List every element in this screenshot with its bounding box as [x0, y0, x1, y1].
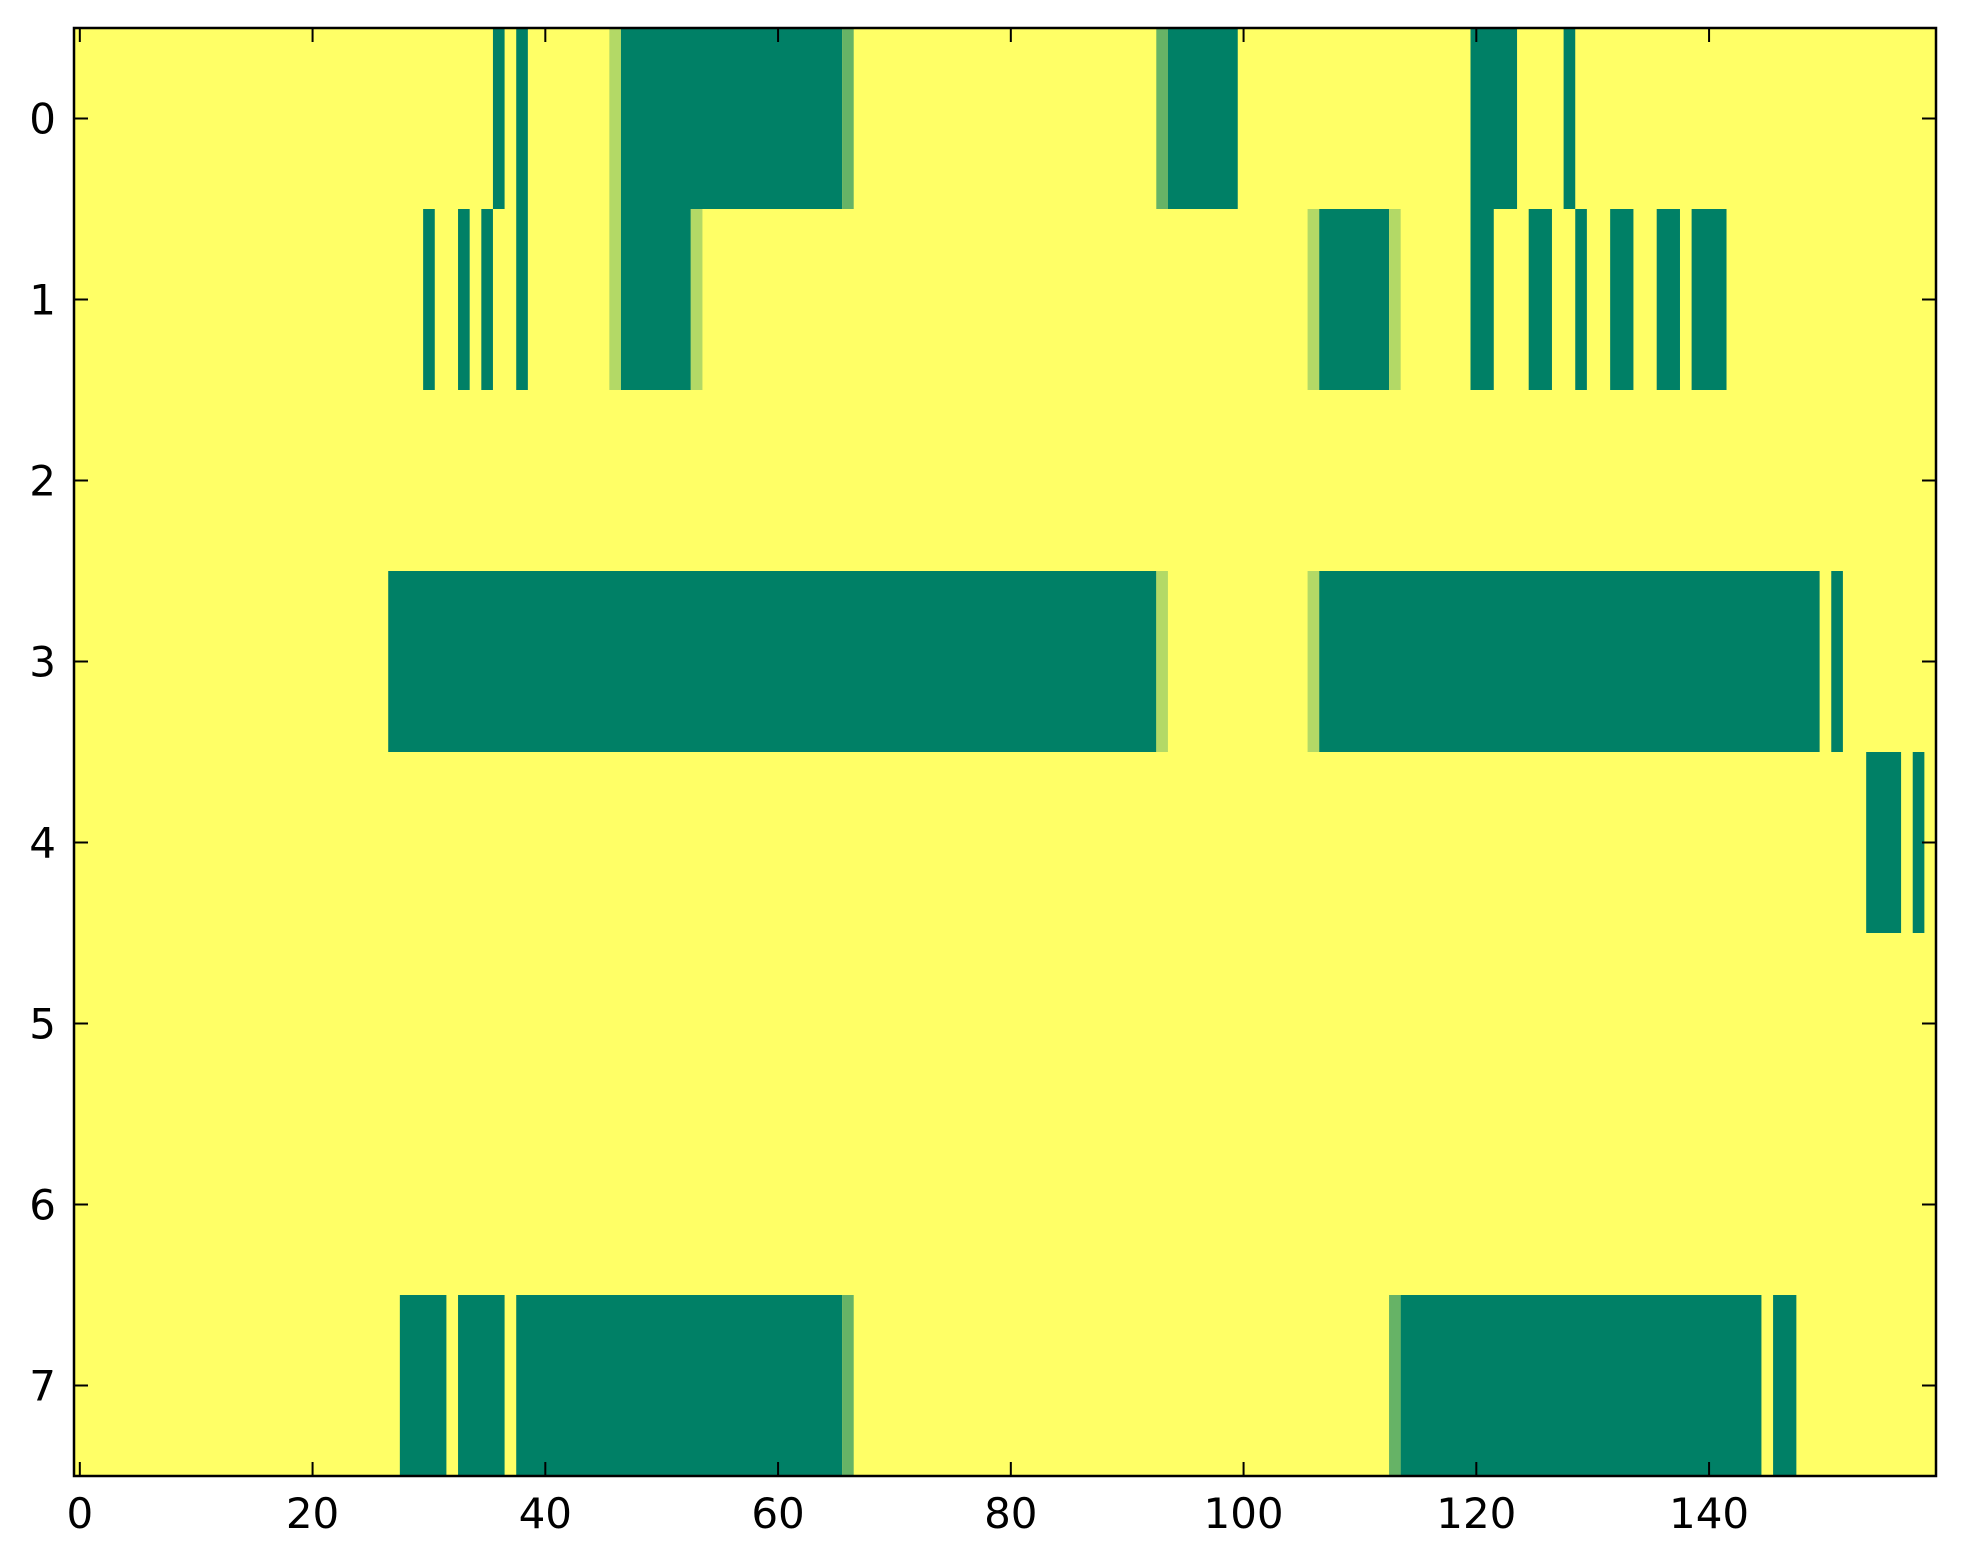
- heatmap-cell-row0-seg7: [1470, 28, 1518, 209]
- axis-ticks: [74, 28, 1936, 1476]
- y-tick-label-3: 3: [29, 638, 56, 687]
- x-axis-tick-labels: 0 20 40 60 80 100 120 140: [66, 1489, 1749, 1538]
- heatmap-cell-row7-seg2: [516, 1295, 843, 1476]
- heatmap-cell-row3-seg1: [1156, 571, 1168, 752]
- heatmap-cell-row0-seg3: [620, 28, 843, 209]
- y-tick-label-6: 6: [29, 1181, 56, 1230]
- y-tick-label-2: 2: [29, 457, 56, 506]
- y-tick-label-5: 5: [29, 1000, 56, 1049]
- heatmap-cell-row0-seg8: [1563, 28, 1576, 209]
- y-tick-label-0: 0: [29, 95, 56, 144]
- heatmap-cells: [388, 28, 1925, 1476]
- heatmap-cell-row3-seg0: [388, 571, 1157, 752]
- y-axis-tick-labels: 0 1 2 3 4 5 6 7: [29, 95, 56, 1411]
- heatmap-cell-row1-seg1: [458, 209, 470, 390]
- heatmap-cell-row7-seg3: [842, 1295, 854, 1476]
- heatmap-cell-row1-seg9: [1389, 209, 1401, 390]
- heatmap-cell-row0-seg0: [492, 28, 505, 209]
- heatmap-cell-row1-seg12: [1575, 209, 1587, 390]
- heatmap-cell-row0-seg1: [516, 28, 528, 209]
- heatmap-cell-row7-seg5: [1400, 1295, 1762, 1476]
- heatmap-cell-row1-seg4: [609, 209, 621, 390]
- x-tick-label-140: 140: [1669, 1489, 1749, 1538]
- heatmap-cell-row7-seg6: [1773, 1295, 1797, 1476]
- heatmap-cell-row1-seg8: [1319, 209, 1390, 390]
- x-tick-label-60: 60: [751, 1489, 804, 1538]
- x-tick-label-100: 100: [1203, 1489, 1283, 1538]
- heatmap-cell-row1-seg7: [1307, 209, 1320, 390]
- heatmap-cell-row7-seg0: [399, 1295, 447, 1476]
- heatmap-cell-row4-seg0: [1866, 752, 1902, 933]
- heatmap-cell-row0-seg6: [1167, 28, 1238, 209]
- y-tick-label-1: 1: [29, 276, 56, 325]
- heatmap-cell-row1-seg11: [1528, 209, 1552, 390]
- x-tick-label-120: 120: [1436, 1489, 1516, 1538]
- heatmap-cell-row1-seg13: [1610, 209, 1634, 390]
- heatmap-cell-row3-seg4: [1831, 571, 1843, 752]
- heatmap-cell-row1-seg14: [1656, 209, 1680, 390]
- x-tick-label-80: 80: [984, 1489, 1037, 1538]
- heatmap-cell-row1-seg5: [620, 209, 691, 390]
- heatmap-cell-row3-seg3: [1319, 571, 1820, 752]
- heatmap-cell-row1-seg3: [516, 209, 528, 390]
- heatmap-cell-row7-seg1: [458, 1295, 505, 1476]
- heatmap-cell-row1-seg15: [1691, 209, 1727, 390]
- heatmap-cell-row0-seg4: [842, 28, 854, 209]
- heatmap-cell-row0-seg2: [609, 28, 621, 209]
- plot-frame: [72, 26, 1938, 1478]
- y-tick-label-7: 7: [29, 1362, 56, 1411]
- heatmap-cell-row7-seg4: [1389, 1295, 1401, 1476]
- x-tick-label-20: 20: [286, 1489, 339, 1538]
- y-tick-label-4: 4: [29, 819, 56, 868]
- x-tick-label-0: 0: [66, 1489, 93, 1538]
- heatmap-cell-row1-seg10: [1470, 209, 1494, 390]
- heatmap-cell-row3-seg2: [1307, 571, 1320, 752]
- x-tick-label-40: 40: [519, 1489, 572, 1538]
- heatmap-cell-row4-seg1: [1912, 752, 1925, 933]
- heatmap-cell-row0-seg5: [1156, 28, 1168, 209]
- heatmap-cell-row1-seg2: [481, 209, 493, 390]
- heatmap-cell-row1-seg6: [690, 209, 703, 390]
- heatmap-cell-row1-seg0: [423, 209, 435, 390]
